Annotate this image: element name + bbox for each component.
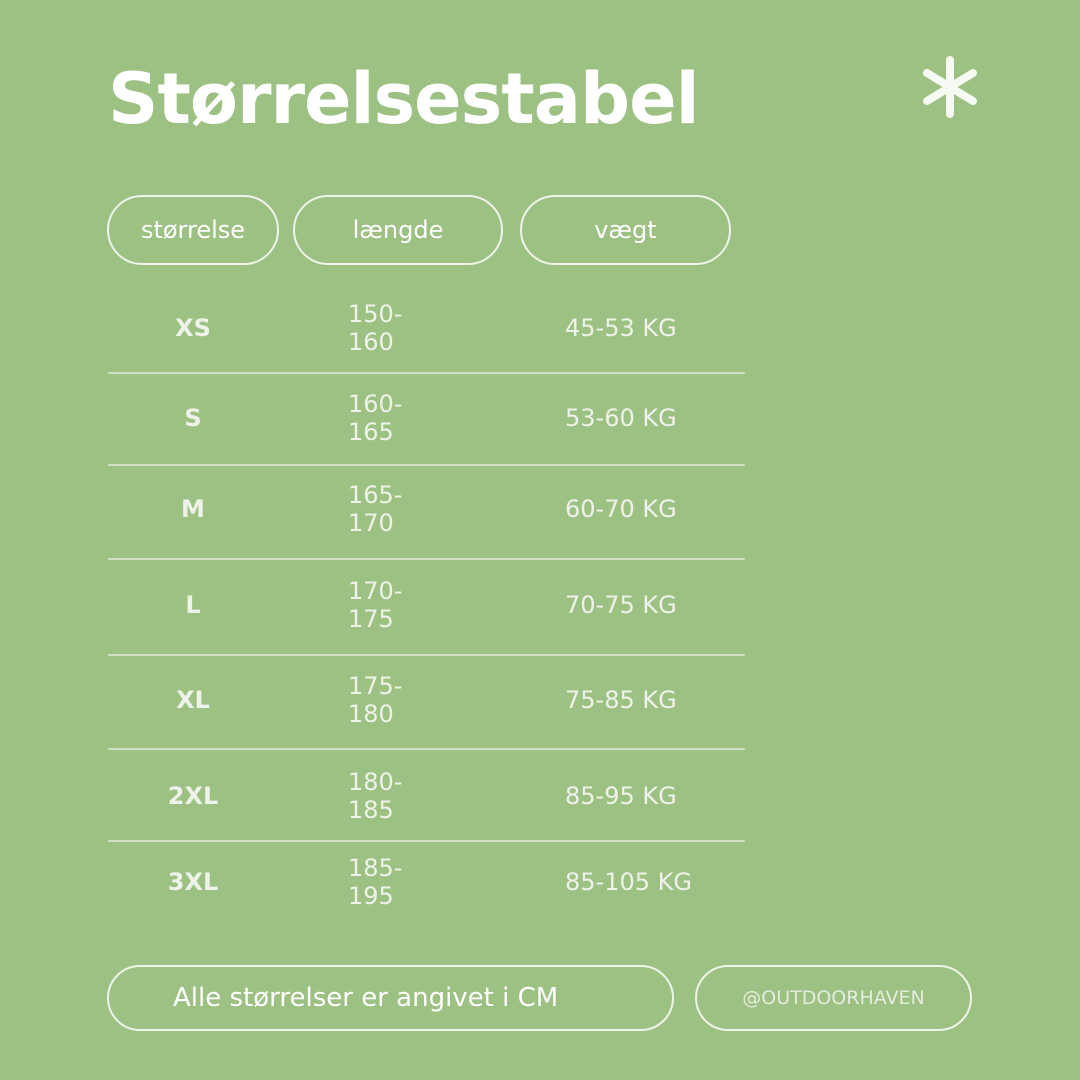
- cell-weight: 85-105 KG: [565, 868, 692, 896]
- table-row: S 160-165 53-60 KG: [108, 373, 745, 463]
- table-row: XS 150-160 45-53 KG: [108, 283, 745, 373]
- row-divider: [108, 748, 745, 750]
- cell-weight: 70-75 KG: [565, 591, 677, 619]
- cell-length: 150-160: [348, 300, 403, 356]
- row-divider: [108, 464, 745, 466]
- table-row: 2XL 180-185 85-95 KG: [108, 751, 745, 841]
- header-length: længde: [293, 195, 503, 265]
- cell-length: 175-180: [348, 672, 403, 728]
- cell-weight: 85-95 KG: [565, 782, 677, 810]
- row-divider: [108, 558, 745, 560]
- cell-length: 165-170: [348, 481, 403, 537]
- row-divider: [108, 654, 745, 656]
- asterisk-icon: [923, 56, 977, 118]
- row-divider: [108, 840, 745, 842]
- cell-size: L: [185, 591, 201, 619]
- cell-length: 170-175: [348, 577, 403, 633]
- header-weight: vægt: [520, 195, 731, 265]
- cell-length: 185-195: [348, 854, 403, 910]
- cell-size: 3XL: [167, 868, 219, 896]
- cell-length: 160-165: [348, 390, 403, 446]
- units-note: Alle størrelser er angivet i CM: [107, 965, 674, 1031]
- instagram-handle: @OUTDOORHAVEN: [695, 965, 972, 1031]
- cell-weight: 45-53 KG: [565, 314, 677, 342]
- cell-size: 2XL: [167, 782, 219, 810]
- cell-size: S: [184, 404, 202, 432]
- table-row: L 170-175 70-75 KG: [108, 560, 745, 650]
- table-row: M 165-170 60-70 KG: [108, 464, 745, 554]
- header-size: størrelse: [107, 195, 279, 265]
- page-title: Størrelsestabel: [108, 58, 700, 140]
- table-row: XL 175-180 75-85 KG: [108, 655, 745, 745]
- cell-length: 180-185: [348, 768, 403, 824]
- cell-weight: 53-60 KG: [565, 404, 677, 432]
- cell-size: M: [181, 495, 205, 523]
- cell-size: XL: [176, 686, 210, 714]
- table-row: 3XL 185-195 85-105 KG: [108, 837, 745, 927]
- cell-weight: 60-70 KG: [565, 495, 677, 523]
- cell-size: XS: [175, 314, 211, 342]
- cell-weight: 75-85 KG: [565, 686, 677, 714]
- row-divider: [108, 372, 745, 374]
